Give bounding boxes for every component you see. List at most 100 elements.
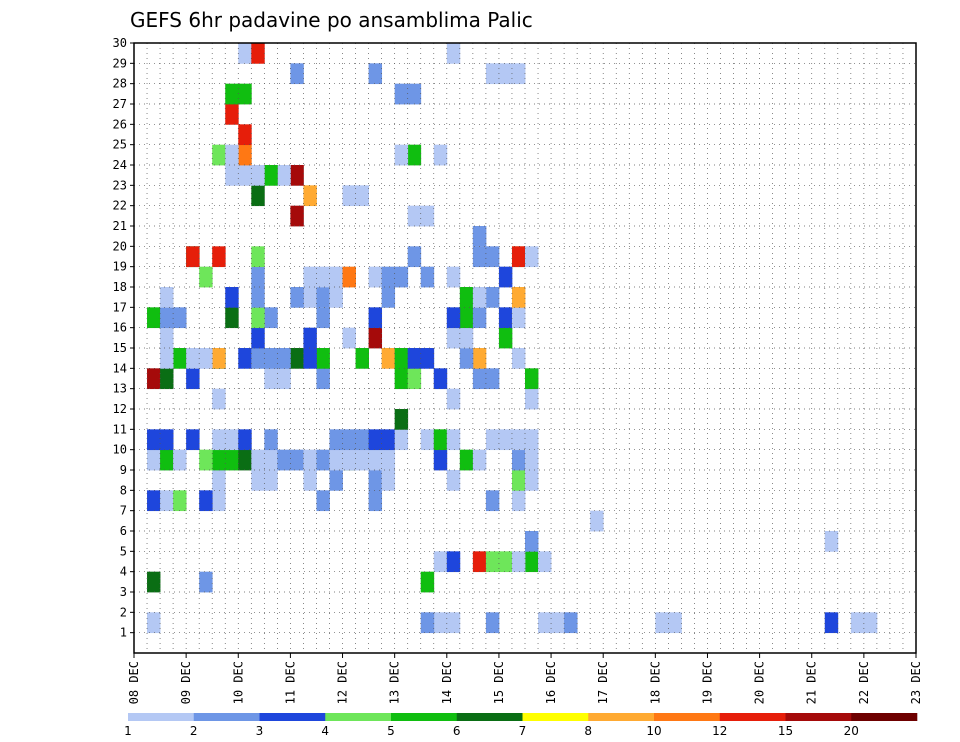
heatmap-cell (225, 287, 239, 308)
heatmap-cell (459, 449, 474, 471)
x-tick-label: 18 DEC (648, 661, 662, 704)
heatmap-cell (381, 449, 396, 471)
heatmap-cell (342, 266, 356, 288)
heatmap-cell (329, 429, 343, 451)
heatmap-cell (394, 348, 409, 369)
heatmap-cell (420, 205, 435, 227)
heatmap-cell (459, 348, 474, 369)
heatmap-cells (147, 43, 878, 634)
heatmap-cell (264, 429, 278, 451)
heatmap-cell (147, 612, 161, 634)
colorbar-swatch (851, 713, 918, 721)
heatmap-cell (485, 287, 500, 308)
y-tick-label: 2 (120, 605, 127, 619)
heatmap-cell (511, 307, 526, 329)
colorbar-swatch (391, 713, 458, 721)
heatmap-cell (485, 612, 500, 634)
heatmap-cell (420, 571, 435, 593)
colorbar-label: 7 (519, 724, 527, 738)
heatmap-cell (824, 612, 839, 634)
heatmap-cell (251, 307, 265, 329)
heatmap-cell (538, 551, 552, 573)
heatmap-cell (147, 368, 161, 390)
heatmap-cell (251, 165, 265, 186)
colorbar-label: 15 (778, 724, 793, 738)
heatmap-cell (173, 307, 187, 329)
x-tick-label: 22 DEC (857, 661, 871, 704)
heatmap-cell (525, 368, 539, 390)
y-tick-label: 5 (120, 544, 127, 558)
heatmap-cell (485, 490, 500, 512)
heatmap-cell (342, 327, 356, 349)
heatmap-cell (238, 449, 252, 471)
heatmap-cell (199, 266, 213, 288)
colorbar-swatch (522, 713, 589, 721)
heatmap-cell (525, 388, 539, 410)
heatmap-cell (225, 429, 239, 451)
x-tick-label: 14 DEC (440, 661, 454, 704)
heatmap-cell (147, 449, 161, 471)
heatmap-cell (511, 449, 526, 471)
heatmap-cell (225, 83, 239, 105)
heatmap-cell (160, 287, 174, 308)
heatmap-cell (525, 246, 539, 268)
heatmap-cell (160, 449, 174, 471)
y-tick-label: 25 (113, 138, 127, 152)
heatmap-cell (446, 429, 461, 451)
heatmap-cell (485, 551, 500, 573)
heatmap-cell (525, 429, 539, 451)
heatmap-cell (147, 571, 161, 593)
heatmap-cell (525, 449, 539, 471)
y-tick-label: 14 (113, 361, 127, 375)
heatmap-cell (199, 490, 213, 512)
x-tick-label: 16 DEC (544, 661, 558, 704)
y-tick-label: 23 (113, 178, 127, 192)
heatmap-cell (446, 266, 461, 288)
heatmap-cell (511, 551, 526, 573)
y-tick-label: 28 (113, 77, 127, 91)
heatmap-cell (433, 429, 448, 451)
heatmap-cell (590, 510, 604, 532)
heatmap-cell (863, 612, 878, 634)
heatmap-cell (394, 429, 409, 451)
y-tick-label: 21 (113, 219, 127, 233)
heatmap-cell (238, 43, 252, 64)
heatmap-cell (303, 449, 317, 471)
heatmap-cell (303, 348, 317, 369)
heatmap-cell (329, 266, 343, 288)
heatmap-cell (186, 348, 200, 369)
heatmap-cell (186, 246, 200, 268)
heatmap-cell (199, 571, 213, 593)
heatmap-cell (264, 165, 278, 186)
heatmap-cell (186, 429, 200, 451)
x-tick-label: 21 DEC (805, 661, 819, 704)
y-tick-label: 12 (113, 402, 127, 416)
y-tick-label: 20 (113, 239, 127, 253)
heatmap-cell (498, 429, 513, 451)
heatmap-cell (355, 429, 369, 451)
heatmap-cell (303, 287, 317, 308)
y-tick-label: 26 (113, 117, 127, 131)
heatmap-cell (381, 348, 396, 369)
y-tick-label: 15 (113, 341, 127, 355)
heatmap-cell (420, 429, 435, 451)
heatmap-cell (485, 368, 500, 390)
heatmap-cell (511, 429, 526, 451)
heatmap-cell (420, 348, 435, 369)
heatmap-cell (251, 43, 265, 64)
heatmap-cell (394, 409, 409, 430)
heatmap-cell (407, 144, 422, 166)
heatmap-cell (160, 429, 174, 451)
heatmap-cell (303, 470, 317, 491)
heatmap-cell (212, 246, 226, 268)
heatmap-cell (498, 551, 513, 573)
heatmap-cell (511, 490, 526, 512)
heatmap-cell (329, 449, 343, 471)
heatmap-cell (446, 551, 461, 573)
heatmap-cell (407, 83, 422, 105)
heatmap-cell (238, 429, 252, 451)
y-tick-label: 29 (113, 56, 127, 70)
heatmap-cell (485, 429, 500, 451)
heatmap-cell (433, 551, 448, 573)
heatmap-cell (199, 348, 213, 369)
